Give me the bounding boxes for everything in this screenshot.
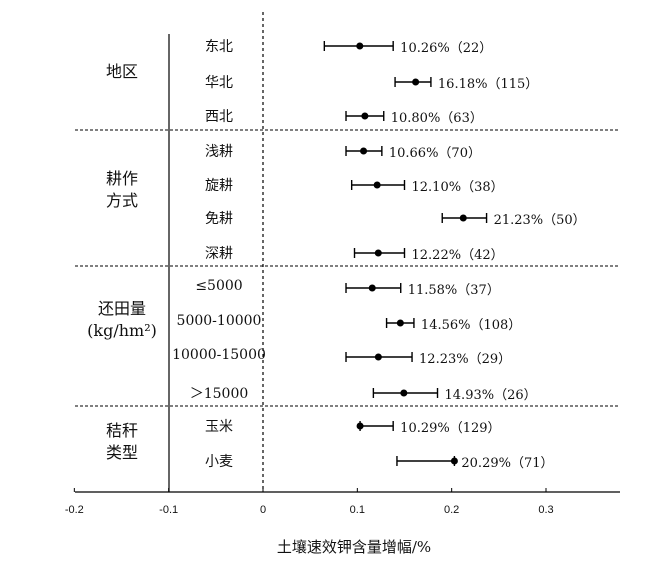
category-label: 10000-15000 [172, 347, 266, 363]
data-label: 20.29%（71） [461, 456, 554, 471]
x-tick-label: -0.2 [64, 504, 84, 516]
category-label: ≤5000 [195, 278, 243, 294]
category-label: 旋耕 [205, 178, 233, 194]
effect-point [396, 319, 404, 327]
category-label: 东北 [205, 39, 233, 55]
effect-point [361, 112, 369, 120]
effect-point [412, 78, 420, 86]
effect-point [360, 147, 368, 155]
data-label: 10.80%（63） [390, 111, 483, 126]
data-label: 11.58%（37） [407, 283, 500, 298]
data-label: 12.10%（38） [411, 180, 504, 195]
data-label: 10.66%（70） [388, 146, 481, 161]
effect-point [356, 42, 364, 50]
category-label: 小麦 [205, 454, 233, 470]
data-label: 10.29%（129） [400, 421, 501, 436]
x-tick-label: 0.1 [349, 504, 365, 516]
effect-point [400, 389, 408, 397]
group-label: 耕作 方式 [105, 169, 138, 210]
category-label: 西北 [205, 109, 233, 125]
category-label: 免耕 [205, 211, 233, 227]
data-label: 10.26%（22） [400, 41, 493, 56]
data-label: 14.93%（26） [444, 388, 537, 403]
group-label: 秸秆 类型 [105, 421, 138, 462]
data-label: 12.22%（42） [411, 248, 504, 263]
data-label: 12.23%（29） [419, 352, 512, 367]
category-label: 深耕 [205, 246, 233, 262]
x-axis-title: 土壤速效钾含量增幅/% [276, 538, 432, 556]
x-tick-label: 0 [259, 504, 267, 516]
group-label: 还田量 (kg/hm²) [87, 299, 157, 340]
x-tick-label: 0.2 [444, 504, 460, 516]
effect-point [373, 181, 381, 189]
effect-point [374, 353, 382, 361]
effect-point [450, 457, 458, 465]
category-label: 华北 [205, 75, 233, 91]
effect-point [368, 284, 376, 292]
x-tick-label: -0.1 [159, 504, 179, 516]
x-tick-label: 0.3 [538, 504, 554, 516]
effect-point [459, 214, 467, 222]
category-label: ＞15000 [189, 386, 249, 402]
data-label: 16.18%（115） [437, 77, 539, 92]
category-label: 浅耕 [205, 144, 233, 160]
data-label: 14.56%（108） [420, 318, 522, 333]
effect-point [356, 422, 364, 430]
data-label: 21.23%（50） [493, 213, 586, 228]
category-label: 玉米 [205, 419, 233, 435]
category-label: 5000-10000 [176, 313, 262, 329]
effect-point [374, 249, 382, 257]
group-label: 地区 [105, 62, 138, 81]
